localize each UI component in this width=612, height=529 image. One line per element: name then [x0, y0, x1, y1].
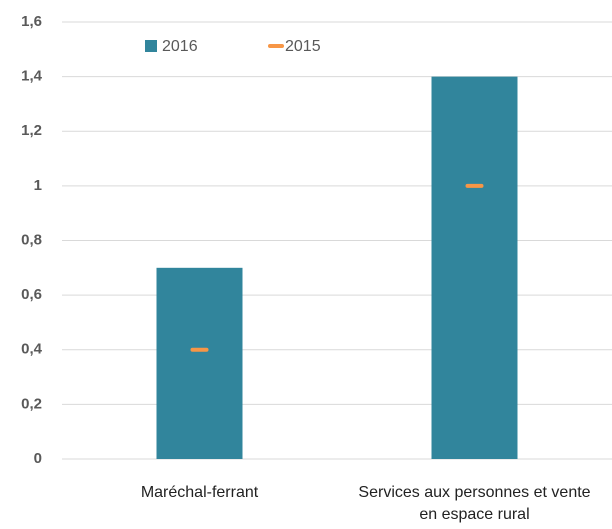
y-tick-label: 1	[34, 177, 42, 194]
legend-label: 2015	[285, 38, 321, 55]
bar	[431, 76, 518, 459]
y-tick-label: 0,6	[21, 286, 42, 303]
y-tick-label: 0,2	[21, 395, 42, 412]
x-tick-label: Services aux personnes et vente en espac…	[358, 484, 591, 523]
bar	[156, 267, 243, 459]
y-tick-label: 1,4	[21, 68, 43, 85]
x-tick-label: Maréchal-ferrant	[140, 484, 259, 501]
legend-swatch	[145, 40, 157, 52]
y-tick-label: 1,6	[21, 13, 42, 30]
y-tick-label: 1,2	[21, 122, 42, 139]
y-tick-label: 0	[34, 450, 42, 467]
y-tick-label: 0,4	[21, 341, 43, 358]
legend-label: 2016	[162, 38, 198, 55]
y-tick-label: 0,8	[21, 231, 42, 248]
